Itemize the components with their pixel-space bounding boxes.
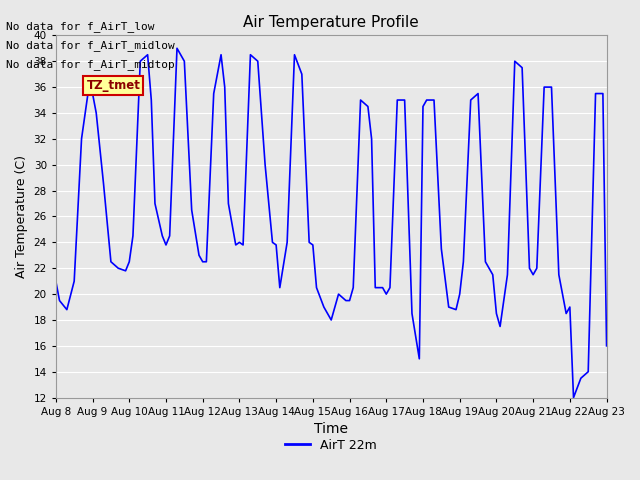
Legend: AirT 22m: AirT 22m bbox=[280, 433, 382, 456]
X-axis label: Time: Time bbox=[314, 422, 348, 436]
Text: No data for f_AirT_midtop: No data for f_AirT_midtop bbox=[6, 59, 175, 70]
Text: No data for f_AirT_midlow: No data for f_AirT_midlow bbox=[6, 40, 175, 51]
Title: Air Temperature Profile: Air Temperature Profile bbox=[243, 15, 419, 30]
Text: No data for f_AirT_low: No data for f_AirT_low bbox=[6, 21, 155, 32]
Text: TZ_tmet: TZ_tmet bbox=[86, 79, 140, 92]
Y-axis label: Air Temperature (C): Air Temperature (C) bbox=[15, 155, 28, 278]
